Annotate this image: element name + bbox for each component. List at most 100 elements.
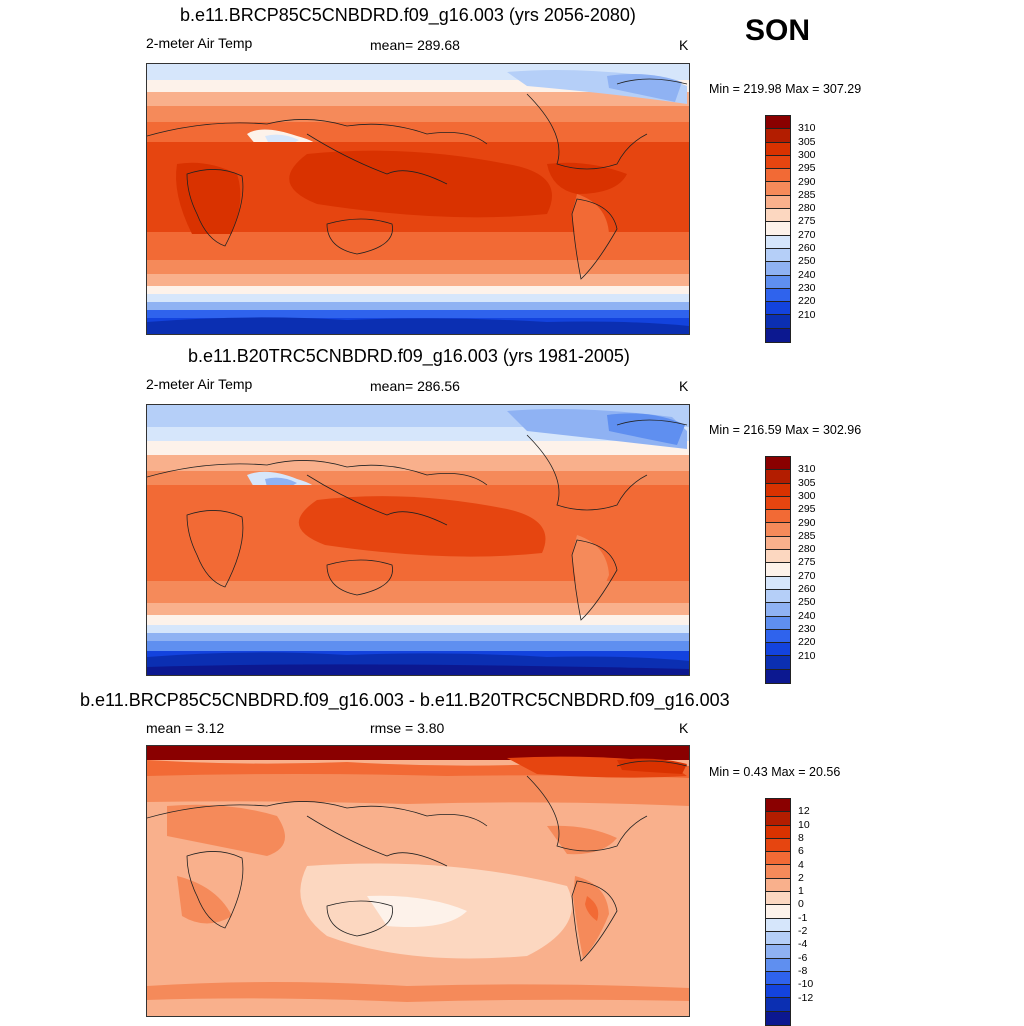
panel-3-rmse-label: rmse = 3.80 <box>370 720 445 736</box>
colorbar-segment <box>766 958 790 972</box>
colorbar-tick-label: 1 <box>798 885 804 898</box>
panel-2-minmax: Min = 216.59 Max = 302.96 <box>709 423 862 437</box>
colorbar-segment <box>766 616 790 630</box>
colorbar-tick-label: 220 <box>798 295 816 308</box>
colorbar-tick-label: 10 <box>798 818 810 831</box>
colorbar-segment <box>766 248 790 263</box>
colorbar-tick-label: 280 <box>798 202 816 215</box>
colorbar-tick-label: 275 <box>798 556 816 569</box>
colorbar-segment <box>766 155 790 170</box>
colorbar-tick-label: 12 <box>798 805 810 818</box>
panel-1-title: b.e11.BRCP85C5CNBDRD.f09_g16.003 (yrs 20… <box>180 5 636 25</box>
panel-3-map <box>146 745 690 1017</box>
panel-2-colorbar <box>765 456 791 685</box>
panel-3-unit: K <box>679 720 689 736</box>
colorbar-segment <box>766 892 790 906</box>
colorbar-tick-label: 305 <box>798 476 816 489</box>
colorbar-segment <box>766 550 790 564</box>
colorbar-tick-label: 230 <box>798 622 816 635</box>
colorbar-tick-label: 270 <box>798 228 816 241</box>
colorbar-segment <box>766 536 790 551</box>
colorbar-segment <box>766 315 790 329</box>
colorbar-tick-label: 8 <box>798 831 804 844</box>
colorbar-tick-label: 250 <box>798 596 816 609</box>
colorbar-tick-label: -6 <box>798 951 808 964</box>
colorbar-segment <box>766 510 790 524</box>
colorbar-segment <box>766 643 790 657</box>
panel-1-minmax: Min = 219.98 Max = 307.29 <box>709 82 862 96</box>
colorbar-segment <box>766 129 790 143</box>
colorbar-segment <box>766 971 790 986</box>
colorbar-tick-label: 295 <box>798 503 816 516</box>
colorbar-segment <box>766 235 790 249</box>
colorbar-segment <box>766 629 790 644</box>
panel-1-map <box>146 63 690 335</box>
colorbar-tick-label: 285 <box>798 188 816 201</box>
colorbar-tick-label: 4 <box>798 858 804 871</box>
colorbar-segment <box>766 563 790 577</box>
colorbar-tick-label: 210 <box>798 308 816 321</box>
colorbar-tick-label: -1 <box>798 911 808 924</box>
panel-3-mean-label: mean = 3.12 <box>146 720 225 736</box>
colorbar-tick-label: 0 <box>798 898 804 911</box>
colorbar-segment <box>766 865 790 879</box>
colorbar-tick-label: 295 <box>798 162 816 175</box>
panel-1-mean-label: mean= 289.68 <box>370 37 460 53</box>
colorbar-segment <box>766 998 790 1012</box>
panel-1-variable-label: 2-meter Air Temp <box>146 35 253 51</box>
colorbar-tick-label: -12 <box>798 991 814 1004</box>
colorbar-segment <box>766 457 790 471</box>
colorbar-tick-label: 285 <box>798 529 816 542</box>
colorbar-segment <box>766 1011 790 1026</box>
panel-2-variable-label: 2-meter Air Temp <box>146 376 253 392</box>
colorbar-segment <box>766 656 790 670</box>
colorbar-tick-label: -4 <box>798 938 808 951</box>
colorbar-tick-label: -8 <box>798 964 808 977</box>
panel-3-colorbar <box>765 798 791 1026</box>
colorbar-segment <box>766 483 790 497</box>
panel-2-mean-label: mean= 286.56 <box>370 378 460 394</box>
colorbar-tick-label: 270 <box>798 569 816 582</box>
colorbar-segment <box>766 825 790 839</box>
colorbar-tick-label: 240 <box>798 268 816 281</box>
colorbar-segment <box>766 302 790 316</box>
colorbar-segment <box>766 182 790 196</box>
colorbar-tick-label: 305 <box>798 135 816 148</box>
colorbar-segment <box>766 576 790 590</box>
colorbar-segment <box>766 496 790 511</box>
colorbar-segment <box>766 328 790 343</box>
colorbar-segment <box>766 222 790 236</box>
colorbar-segment <box>766 945 790 959</box>
colorbar-segment <box>766 116 790 130</box>
panel-3-minmax: Min = 0.43 Max = 20.56 <box>709 765 841 779</box>
colorbar-tick-label: 2 <box>798 871 804 884</box>
colorbar-segment <box>766 275 790 289</box>
panel-2-map <box>146 404 690 676</box>
colorbar-tick-label: -10 <box>798 978 814 991</box>
colorbar-tick-label: 310 <box>798 122 816 135</box>
colorbar-segment <box>766 142 790 156</box>
colorbar-segment <box>766 209 790 223</box>
colorbar-tick-label: 260 <box>798 242 816 254</box>
colorbar-segment <box>766 169 790 183</box>
panel-3-title: b.e11.BRCP85C5CNBDRD.f09_g16.003 - b.e11… <box>80 690 730 710</box>
colorbar-segment <box>766 589 790 604</box>
season-label: SON <box>745 14 811 47</box>
colorbar-segment <box>766 262 790 276</box>
panel-2-unit: K <box>679 378 689 394</box>
colorbar-tick-label: 230 <box>798 281 816 294</box>
colorbar-segment <box>766 852 790 866</box>
colorbar-tick-label: 290 <box>798 175 816 188</box>
colorbar-segment <box>766 288 790 303</box>
colorbar-tick-label: 250 <box>798 255 816 268</box>
panel-1-colorbar <box>765 115 791 344</box>
colorbar-segment <box>766 799 790 813</box>
colorbar-tick-label: 220 <box>798 636 816 649</box>
colorbar-tick-label: 300 <box>798 148 816 161</box>
colorbar-segment <box>766 838 790 853</box>
colorbar-tick-label: -2 <box>798 925 808 937</box>
colorbar-tick-label: 290 <box>798 516 816 529</box>
colorbar-tick-label: 260 <box>798 583 816 595</box>
colorbar-segment <box>766 985 790 999</box>
colorbar-segment <box>766 603 790 617</box>
